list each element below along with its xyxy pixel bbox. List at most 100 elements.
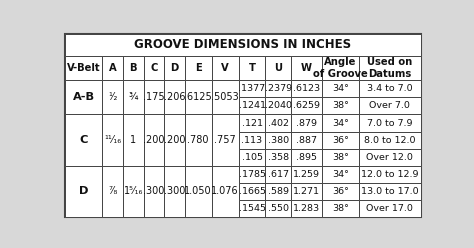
Bar [238,149,265,166]
Bar [144,115,164,166]
Text: 1.050: 1.050 [184,186,212,196]
Bar [291,56,322,80]
Bar [185,115,212,166]
Bar [322,166,358,183]
Text: E: E [195,63,201,73]
Bar [164,56,185,80]
Text: .1665: .1665 [238,187,265,196]
Bar [238,80,265,97]
Text: .300: .300 [164,186,185,196]
Text: 1.259: 1.259 [293,170,320,179]
Bar [212,115,238,166]
Text: .2040: .2040 [265,101,292,110]
Text: W: W [301,63,312,73]
Bar [102,166,123,217]
Text: A-B: A-B [73,93,95,102]
Bar [144,80,164,115]
Bar [322,56,358,80]
Text: ¹¹⁄₁₆: ¹¹⁄₁₆ [104,135,121,145]
Bar [358,80,421,97]
Bar [123,80,144,115]
Text: .550: .550 [268,204,289,213]
Text: U: U [274,63,283,73]
Text: .300: .300 [143,186,164,196]
Bar [322,80,358,97]
Text: 36°: 36° [332,187,349,196]
Text: .402: .402 [268,119,289,127]
Text: 38°: 38° [332,101,349,110]
Bar [212,80,238,115]
Text: V: V [221,63,229,73]
Bar [144,166,164,217]
Bar [185,166,212,217]
Text: .1545: .1545 [238,204,265,213]
Text: Over 17.0: Over 17.0 [366,204,413,213]
Text: 1⁵⁄₁₆: 1⁵⁄₁₆ [124,186,143,196]
Text: .113: .113 [241,136,263,145]
Bar [212,56,238,80]
Bar [238,166,265,183]
Bar [265,200,291,217]
Text: 34°: 34° [332,119,349,127]
Bar [65,80,102,115]
Bar [291,166,322,183]
Bar [164,166,185,217]
Text: .617: .617 [268,170,289,179]
Bar [322,183,358,200]
Text: .887: .887 [296,136,317,145]
Bar [358,183,421,200]
Text: A: A [109,63,117,73]
Bar [123,115,144,166]
Text: 8.0 to 12.0: 8.0 to 12.0 [364,136,416,145]
Text: D: D [170,63,179,73]
Bar [123,166,144,217]
Bar [65,33,421,56]
Bar [291,132,322,149]
Text: 34°: 34° [332,170,349,179]
Text: 34°: 34° [332,84,349,93]
Text: ¾: ¾ [128,93,138,102]
Text: Over 7.0: Over 7.0 [369,101,410,110]
Bar [185,56,212,80]
Text: C: C [79,135,88,145]
Bar [265,97,291,115]
Bar [358,115,421,132]
Text: .200: .200 [164,135,185,145]
Text: Over 12.0: Over 12.0 [366,153,413,162]
Text: .5053: .5053 [211,93,239,102]
Text: 1.271: 1.271 [293,187,320,196]
Bar [358,166,421,183]
Bar [265,149,291,166]
Bar [164,80,185,115]
Bar [238,132,265,149]
Text: .879: .879 [296,119,317,127]
Text: .6125: .6125 [184,93,212,102]
Text: Angle
of Groove: Angle of Groove [313,57,368,79]
Bar [65,166,102,217]
Text: 1: 1 [130,135,137,145]
Bar [358,200,421,217]
Bar [238,183,265,200]
Bar [265,166,291,183]
Text: 36°: 36° [332,136,349,145]
Bar [291,200,322,217]
Bar [238,97,265,115]
Text: 38°: 38° [332,204,349,213]
Bar [322,115,358,132]
Text: 1.076: 1.076 [211,186,239,196]
Bar [322,132,358,149]
Text: .380: .380 [268,136,289,145]
Bar [291,183,322,200]
Bar [102,80,123,115]
Bar [291,80,322,97]
Text: B: B [129,63,137,73]
Text: 3.4 to 7.0: 3.4 to 7.0 [367,84,413,93]
Bar [65,56,102,80]
Text: D: D [79,186,88,196]
Text: .358: .358 [268,153,289,162]
Bar [238,115,265,132]
Bar [358,132,421,149]
Bar [238,56,265,80]
Bar [358,56,421,80]
Bar [358,97,421,115]
